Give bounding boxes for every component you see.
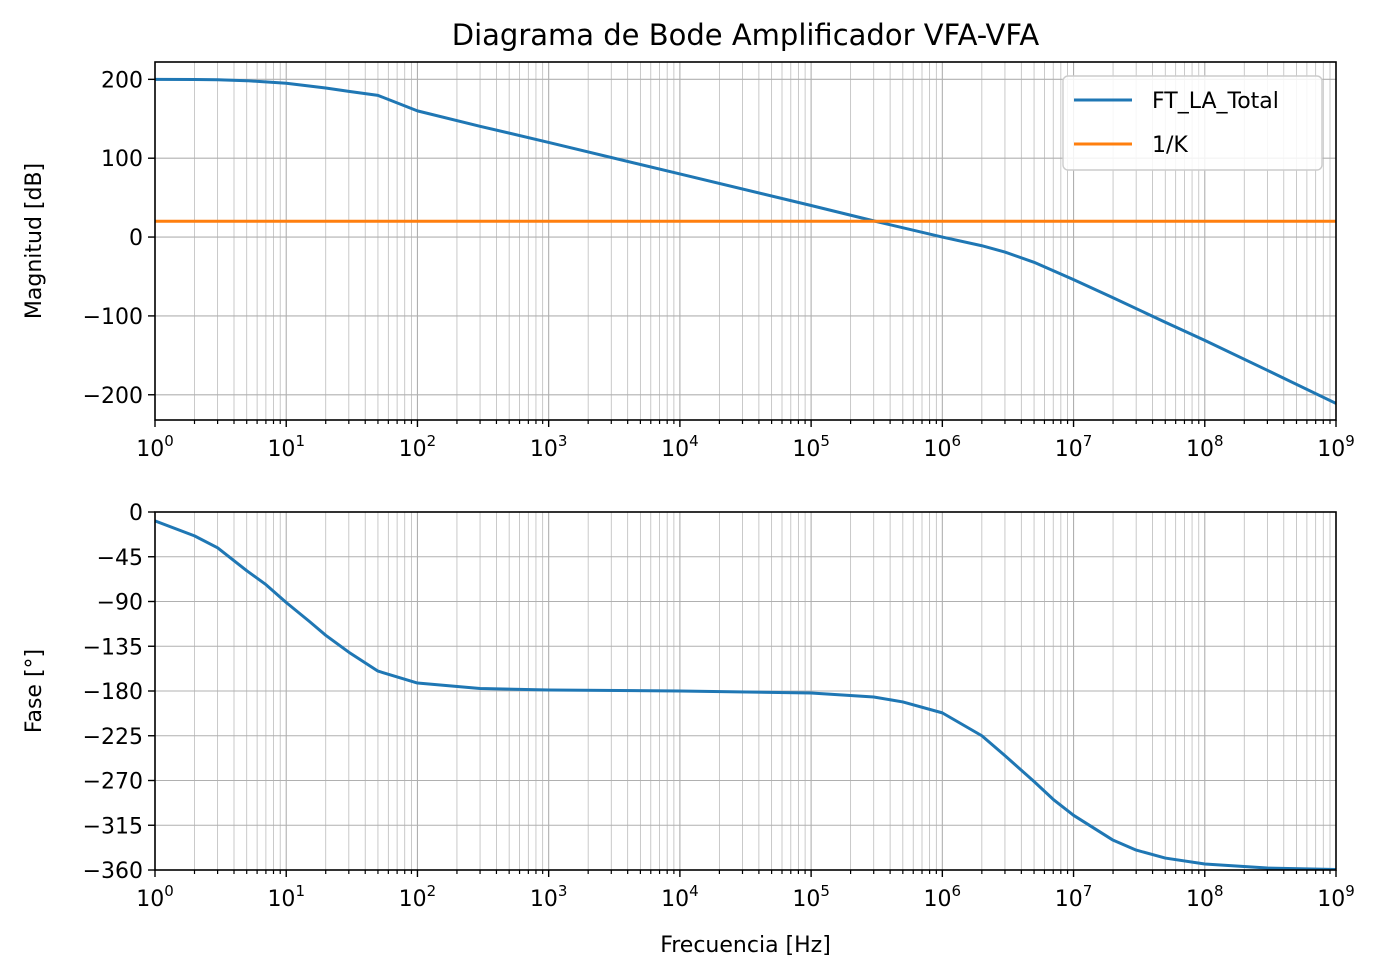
grid — [154, 62, 1336, 420]
y-tick-label: −180 — [83, 680, 143, 705]
x-axis-label: Frecuencia [Hz] — [660, 933, 831, 958]
x-tick-label: 107 — [1055, 432, 1093, 462]
x-tick-label: 103 — [530, 432, 568, 462]
x-tick-label: 109 — [1317, 432, 1355, 462]
axes-frame — [154, 61, 1337, 421]
y-axis-label: Magnitud [dB] — [22, 163, 47, 319]
x-tick-label: 105 — [792, 882, 830, 912]
series-line-ft-la-total — [155, 77, 1336, 405]
x-tick-label: 107 — [1055, 882, 1093, 912]
x-tick-label: 100 — [136, 432, 174, 462]
y-tick-label: −100 — [83, 305, 143, 330]
x-tick-label: 106 — [924, 432, 962, 462]
x-tick-label: 102 — [399, 432, 437, 462]
y-tick-label: −360 — [83, 859, 143, 884]
x-tick-label: 102 — [399, 882, 437, 912]
legend-label: FT_LA_Total — [1152, 89, 1279, 114]
magnitude-subplot: 100 101 102 103 104 105 106 107 108 109 200 100 0 −10… — [22, 18, 1355, 462]
y-tick-label: −135 — [83, 635, 143, 660]
x-tick-label: 106 — [924, 882, 962, 912]
x-tick-label: 101 — [267, 432, 305, 462]
x-tick-label: 105 — [792, 432, 830, 462]
x-tick-label: 108 — [1186, 882, 1224, 912]
y-tick-label: −315 — [83, 814, 143, 839]
y-tick-label: −225 — [83, 725, 143, 750]
chart-title: Diagrama de Bode Amplificador VFA-VFA — [452, 18, 1040, 52]
x-tick-label: 109 — [1317, 882, 1355, 912]
y-tick-label: −90 — [97, 591, 143, 616]
x-tick-label: 108 — [1186, 432, 1224, 462]
legend: FT_LA_Total 1/K — [1062, 75, 1323, 171]
x-tick-label: 104 — [661, 882, 699, 912]
legend-label: 1/K — [1152, 133, 1188, 158]
y-tick-label: −200 — [83, 384, 143, 409]
x-tick-label: 103 — [530, 882, 568, 912]
x-tick-label: 100 — [136, 882, 174, 912]
y-axis-label: Fase [°] — [22, 649, 47, 733]
y-tick-label: −270 — [83, 770, 143, 795]
y-tick-label: −45 — [97, 546, 143, 571]
y-tick-label: 100 — [101, 147, 143, 172]
y-tick-label: 0 — [129, 226, 143, 251]
series-line-0 — [155, 519, 1336, 870]
x-tick-label: 104 — [661, 432, 699, 462]
x-tick-label: 101 — [267, 882, 305, 912]
y-tick-label: 200 — [101, 68, 143, 93]
y-tick-label: 0 — [129, 501, 143, 526]
phase-subplot: 100 101 102 103 104 105 106 107 108 109 0 −45 −90 −13… — [22, 501, 1355, 958]
